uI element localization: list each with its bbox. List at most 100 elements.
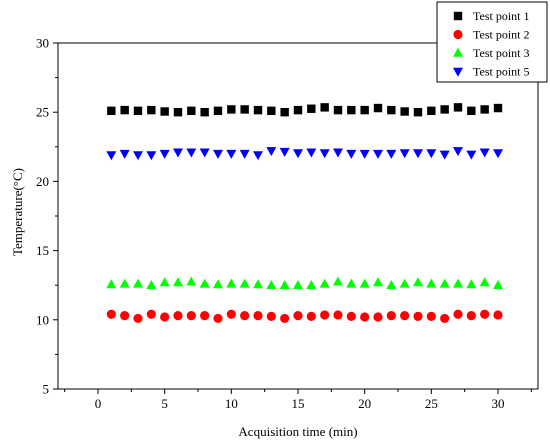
legend-marker (453, 47, 463, 57)
data-point (306, 148, 317, 158)
legend-marker (453, 29, 463, 40)
data-point (173, 148, 183, 158)
data-points (106, 103, 503, 324)
x-tick-label: 20 (358, 396, 371, 411)
plot-border (57, 42, 539, 390)
data-point (133, 151, 143, 161)
data-point (253, 151, 263, 161)
data-point (187, 106, 196, 116)
legend-marker (453, 11, 463, 21)
data-point (159, 149, 170, 159)
data-point (106, 279, 117, 289)
data-point (440, 313, 450, 324)
data-point (426, 149, 437, 159)
legend-marker (453, 67, 463, 77)
data-point (346, 311, 356, 321)
y-tick-label: 30 (36, 36, 49, 51)
data-point (413, 108, 423, 117)
data-point (133, 106, 143, 116)
data-point (386, 280, 397, 289)
data-point (453, 103, 463, 112)
data-point (240, 311, 250, 321)
data-point (226, 278, 237, 288)
data-point (439, 150, 450, 160)
data-point (106, 151, 117, 161)
data-point (253, 105, 263, 115)
data-point (279, 147, 290, 157)
data-point (120, 311, 130, 321)
data-point (493, 149, 503, 159)
data-point (119, 278, 130, 288)
data-point (319, 278, 330, 288)
data-point (186, 148, 197, 158)
data-point (439, 278, 450, 288)
x-tick-label: 30 (492, 396, 505, 411)
data-point (213, 279, 223, 289)
data-point (239, 149, 250, 159)
data-point (306, 311, 316, 321)
data-point (466, 311, 476, 321)
data-point (479, 148, 490, 158)
data-point (453, 147, 463, 157)
legend-item: Test point 1 (453, 9, 530, 23)
data-point (146, 309, 156, 319)
data-point (280, 108, 289, 117)
legend-label: Test point 3 (473, 46, 530, 60)
data-point (333, 276, 343, 286)
data-point (213, 149, 223, 159)
y-tick-label: 5 (43, 382, 50, 397)
y-tick-label: 25 (36, 105, 49, 120)
data-point (399, 149, 410, 159)
legend-item: Test point 2 (453, 28, 530, 42)
x-axis: 0 5 10 15 20 25 30 (64, 389, 532, 411)
data-point (160, 312, 170, 322)
data-point (213, 313, 223, 324)
data-point (173, 277, 183, 287)
data-point (226, 149, 237, 159)
data-point (386, 311, 396, 321)
data-point (239, 278, 250, 288)
plot-frame (57, 42, 539, 390)
data-point (253, 311, 263, 321)
data-point (120, 105, 129, 115)
data-point (106, 309, 116, 319)
data-point (426, 311, 436, 321)
data-point (359, 278, 370, 288)
data-point (333, 105, 343, 115)
data-point (360, 312, 370, 322)
data-point (427, 106, 436, 116)
data-point (227, 105, 236, 114)
series-3 (106, 276, 503, 289)
data-point (199, 278, 210, 288)
data-point (467, 106, 476, 116)
x-tick-label: 0 (95, 396, 102, 411)
data-point (373, 312, 383, 322)
data-point (200, 108, 209, 117)
data-point (279, 280, 290, 289)
data-point (400, 107, 409, 116)
x-tick-label: 5 (161, 396, 168, 411)
data-point (146, 151, 157, 161)
legend-label: Test point 5 (473, 65, 530, 79)
data-point (386, 149, 397, 159)
data-point (413, 311, 423, 321)
data-point (133, 278, 143, 288)
data-point (453, 309, 463, 319)
data-point (320, 103, 329, 112)
data-point (293, 105, 303, 115)
data-point (226, 309, 236, 319)
x-tick-label: 25 (425, 396, 438, 411)
data-point (346, 149, 357, 159)
data-point (493, 103, 503, 113)
y-tick-label: 10 (36, 312, 49, 327)
data-point (453, 278, 463, 288)
data-point (373, 149, 383, 159)
data-point (466, 150, 477, 160)
legend-label: Test point 1 (473, 9, 530, 23)
data-point (253, 279, 263, 289)
data-point (373, 103, 383, 113)
data-point (293, 280, 303, 289)
data-point (413, 277, 423, 287)
data-point (307, 104, 316, 113)
